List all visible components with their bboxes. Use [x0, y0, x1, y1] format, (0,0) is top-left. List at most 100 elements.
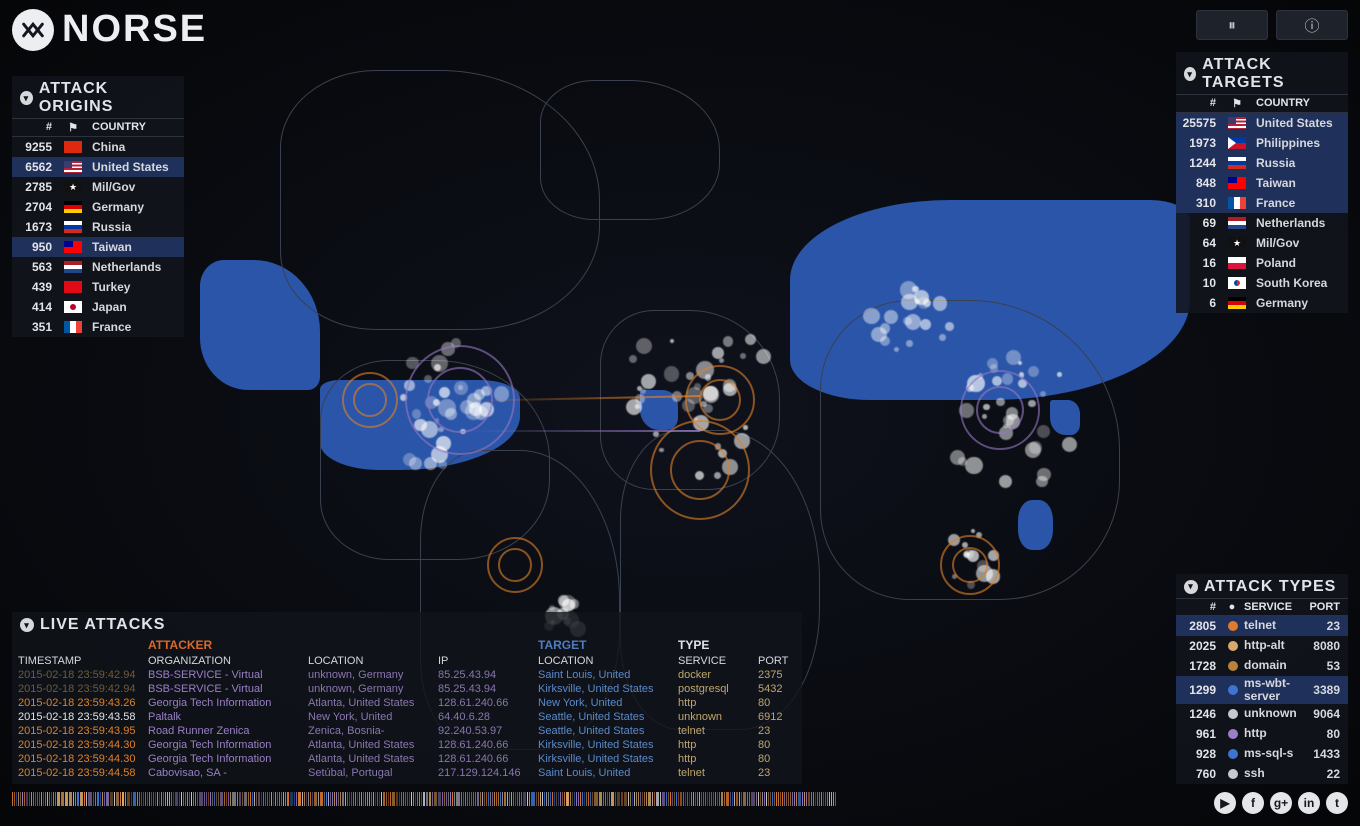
- count-value: 1973: [1180, 136, 1222, 150]
- count-value: 563: [16, 260, 58, 274]
- table-row[interactable]: 64★Mil/Gov: [1176, 233, 1348, 253]
- organization-value: Cabovisao, SA -: [148, 766, 308, 780]
- table-row[interactable]: 848Taiwan: [1176, 173, 1348, 193]
- linkedin-icon[interactable]: in: [1298, 792, 1320, 814]
- column-tlocation: LOCATION: [538, 654, 678, 668]
- timestamp-value: 2015-02-18 23:59:43.26: [18, 696, 148, 710]
- table-row[interactable]: 961http80: [1176, 724, 1348, 744]
- attack-targets-panel: ▾ ATTACK TARGETS # ⚑ COUNTRY 25575United…: [1176, 52, 1348, 313]
- table-row[interactable]: 760ssh22: [1176, 764, 1348, 784]
- table-row[interactable]: 563Netherlands: [12, 257, 184, 277]
- count-value: 25575: [1180, 116, 1222, 130]
- attacker-location-value: Zenica, Bosnia-: [308, 724, 438, 738]
- table-row[interactable]: 2785★Mil/Gov: [12, 177, 184, 197]
- twitter-icon[interactable]: t: [1326, 792, 1348, 814]
- flag-icon: [58, 241, 88, 253]
- table-row[interactable]: 439 Turkey: [12, 277, 184, 297]
- table-row[interactable]: 950Taiwan: [12, 237, 184, 257]
- table-row[interactable]: 1728domain53: [1176, 656, 1348, 676]
- country-label: France: [88, 320, 180, 334]
- flag-icon: [1222, 137, 1252, 149]
- table-row[interactable]: 2704Germany: [12, 197, 184, 217]
- table-row[interactable]: 1246unknown9064: [1176, 704, 1348, 724]
- flag-icon: [58, 221, 88, 233]
- flag-icon: [58, 281, 88, 293]
- table-row[interactable]: 6Germany: [1176, 293, 1348, 313]
- country-label: China: [88, 140, 180, 154]
- organization-value: Georgia Tech Information: [148, 752, 308, 766]
- table-row[interactable]: 6562United States: [12, 157, 184, 177]
- count-value: 439: [16, 280, 58, 294]
- port-value: 23: [1302, 619, 1344, 633]
- count-value: 950: [16, 240, 58, 254]
- table-row[interactable]: 69Netherlands: [1176, 213, 1348, 233]
- port-value: 9064: [1302, 707, 1344, 721]
- table-row[interactable]: 928ms-sql-s1433: [1176, 744, 1348, 764]
- facebook-icon[interactable]: f: [1242, 792, 1264, 814]
- pause-button[interactable]: ⏸: [1196, 10, 1268, 40]
- service-label: ms-wbt-server: [1244, 677, 1302, 703]
- table-row[interactable]: 1299ms-wbt-server3389: [1176, 676, 1348, 704]
- activity-spectrum: [12, 792, 1170, 806]
- info-icon: ⓘ: [1304, 15, 1319, 36]
- country-label: Netherlands: [1252, 216, 1344, 230]
- count-value: 414: [16, 300, 58, 314]
- table-row[interactable]: 16 Poland: [1176, 253, 1348, 273]
- column-dot: ●: [1222, 601, 1242, 613]
- table-row[interactable]: 351France: [12, 317, 184, 337]
- brand-logo: NORSE: [12, 8, 207, 51]
- flag-icon: [1222, 277, 1252, 289]
- table-row[interactable]: 310France: [1176, 193, 1348, 213]
- column-flag: ⚑: [58, 121, 88, 134]
- ip-value: 128.61.240.66: [438, 752, 538, 766]
- service-label: telnet: [1244, 619, 1302, 632]
- flag-icon: [1222, 197, 1252, 209]
- service-label: ssh: [1244, 767, 1302, 780]
- table-row[interactable]: 10South Korea: [1176, 273, 1348, 293]
- timestamp-value: 2015-02-18 23:59:44.30: [18, 752, 148, 766]
- attacker-location-value: Setúbal, Portugal: [308, 766, 438, 780]
- table-row[interactable]: 25575United States: [1176, 113, 1348, 133]
- timestamp-value: 2015-02-18 23:59:43.58: [18, 710, 148, 724]
- service-value: http: [678, 696, 758, 710]
- table-row[interactable]: 414 Japan: [12, 297, 184, 317]
- table-row[interactable]: 1673Russia: [12, 217, 184, 237]
- chevron-down-icon[interactable]: ▾: [20, 91, 33, 105]
- column-location: LOCATION: [308, 654, 438, 668]
- organization-value: Georgia Tech Information: [148, 738, 308, 752]
- service-label: domain: [1244, 659, 1302, 672]
- port-value: 3389: [1302, 683, 1344, 697]
- panel-title: LIVE ATTACKS: [40, 616, 165, 634]
- target-location-value: Kirksville, United States: [538, 682, 678, 696]
- timestamp-value: 2015-02-18 23:59:44.58: [18, 766, 148, 780]
- table-row: 2015-02-18 23:59:44.30Georgia Tech Infor…: [18, 752, 796, 766]
- port-value: 6912: [758, 710, 808, 724]
- chevron-down-icon[interactable]: ▾: [20, 618, 34, 632]
- country-label: Poland: [1252, 256, 1344, 270]
- column-organization: ORGANIZATION: [148, 654, 308, 668]
- port-value: 5432: [758, 682, 808, 696]
- table-row[interactable]: 2805telnet23: [1176, 616, 1348, 636]
- table-row[interactable]: 1973Philippines: [1176, 133, 1348, 153]
- table-row: 2015-02-18 23:59:43.58PaltalkNew York, U…: [18, 710, 796, 724]
- country-label: Germany: [88, 200, 180, 214]
- service-label: unknown: [1244, 707, 1302, 720]
- service-value: telnet: [678, 724, 758, 738]
- country-label: Turkey: [88, 280, 180, 294]
- attacker-location-value: Atlanta, United States: [308, 696, 438, 710]
- chevron-down-icon[interactable]: ▾: [1184, 67, 1196, 81]
- info-button[interactable]: ⓘ: [1276, 10, 1348, 40]
- flag-icon: [58, 141, 88, 153]
- table-row[interactable]: 1244Russia: [1176, 153, 1348, 173]
- youtube-icon[interactable]: ▶: [1214, 792, 1236, 814]
- table-row[interactable]: 2025http-alt8080: [1176, 636, 1348, 656]
- country-label: Germany: [1252, 296, 1344, 310]
- chevron-down-icon[interactable]: ▾: [1184, 580, 1198, 594]
- table-row[interactable]: 9255China: [12, 137, 184, 157]
- count-value: 16: [1180, 256, 1222, 270]
- gplus-icon[interactable]: g+: [1270, 792, 1292, 814]
- panel-title: ATTACK TARGETS: [1202, 56, 1340, 92]
- count-value: 1244: [1180, 156, 1222, 170]
- attacker-location-value: New York, United: [308, 710, 438, 724]
- country-label: Japan: [88, 300, 180, 314]
